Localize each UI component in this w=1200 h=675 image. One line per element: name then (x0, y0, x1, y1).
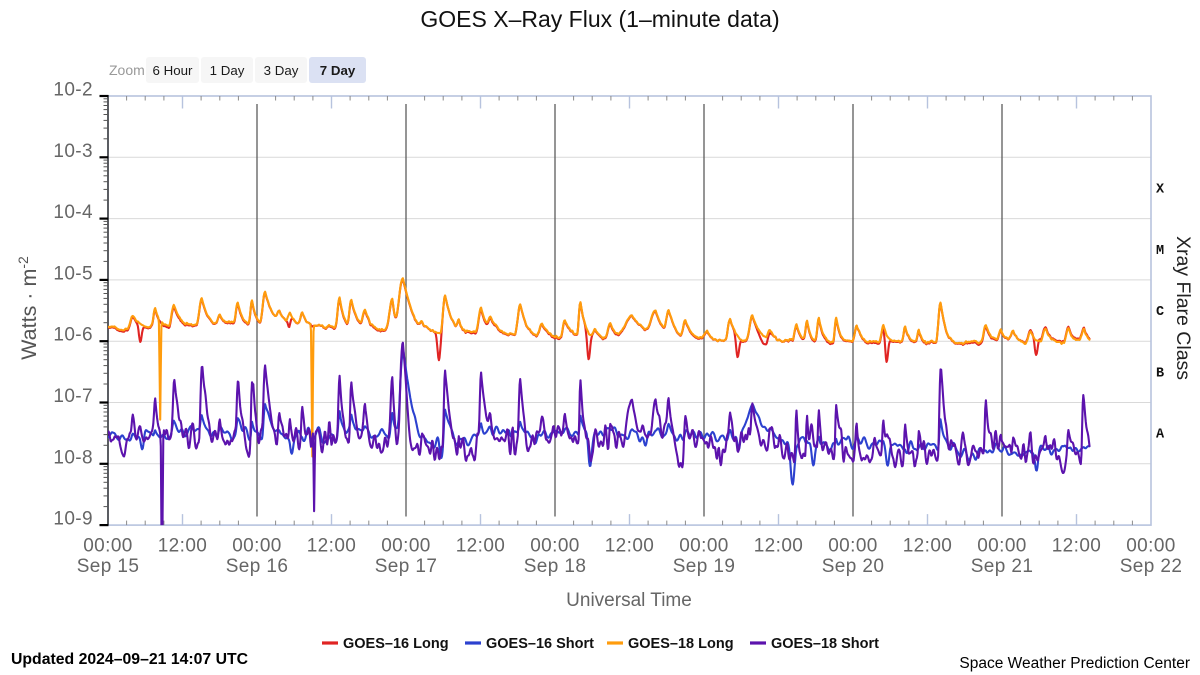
svg-text:00:00: 00:00 (828, 536, 878, 557)
svg-text:Watts · m-2: Watts · m-2 (15, 256, 41, 360)
svg-text:Universal Time: Universal Time (566, 590, 692, 611)
svg-text:C: C (1156, 305, 1164, 320)
svg-text:10-2: 10-2 (53, 80, 93, 101)
svg-text:00:00: 00:00 (977, 536, 1027, 557)
svg-text:12:00: 12:00 (307, 536, 357, 557)
svg-text:12:00: 12:00 (605, 536, 655, 557)
svg-text:3 Day: 3 Day (264, 63, 299, 78)
svg-text:10-8: 10-8 (53, 447, 93, 468)
svg-text:GOES–18 Short: GOES–18 Short (771, 636, 879, 652)
svg-text:00:00: 00:00 (232, 536, 282, 557)
svg-text:Sep 16: Sep 16 (226, 556, 289, 577)
svg-text:GOES–16 Long: GOES–16 Long (343, 636, 449, 652)
svg-text:GOES X–Ray Flux (1–minute data: GOES X–Ray Flux (1–minute data) (420, 6, 779, 32)
svg-text:00:00: 00:00 (530, 536, 580, 557)
svg-text:Sep 20: Sep 20 (822, 556, 885, 577)
svg-text:12:00: 12:00 (754, 536, 804, 557)
svg-text:Sep 22: Sep 22 (1120, 556, 1183, 577)
svg-text:A: A (1156, 428, 1165, 443)
svg-text:10-3: 10-3 (53, 141, 93, 162)
svg-text:GOES–18 Long: GOES–18 Long (628, 636, 734, 652)
svg-text:1 Day: 1 Day (210, 63, 245, 78)
svg-text:Updated 2024–09–21 14:07 UTC: Updated 2024–09–21 14:07 UTC (11, 651, 248, 668)
svg-text:00:00: 00:00 (83, 536, 133, 557)
svg-text:00:00: 00:00 (1126, 536, 1176, 557)
svg-text:B: B (1156, 366, 1164, 381)
svg-text:X: X (1156, 182, 1165, 197)
svg-text:Sep 21: Sep 21 (971, 556, 1034, 577)
svg-text:Sep 18: Sep 18 (524, 556, 587, 577)
svg-text:Zoom: Zoom (109, 62, 145, 78)
svg-text:00:00: 00:00 (381, 536, 431, 557)
svg-text:Sep 17: Sep 17 (375, 556, 438, 577)
svg-text:10-9: 10-9 (53, 509, 93, 530)
svg-text:GOES–16 Short: GOES–16 Short (486, 636, 594, 652)
svg-text:Sep 15: Sep 15 (77, 556, 140, 577)
svg-text:12:00: 12:00 (1052, 536, 1102, 557)
svg-text:10-7: 10-7 (53, 386, 93, 407)
svg-text:10-5: 10-5 (53, 263, 93, 284)
svg-text:Xray Flare Class: Xray Flare Class (1172, 236, 1194, 380)
svg-text:10-6: 10-6 (53, 325, 93, 346)
svg-text:M: M (1156, 244, 1164, 259)
svg-text:00:00: 00:00 (679, 536, 729, 557)
svg-text:12:00: 12:00 (456, 536, 506, 557)
svg-text:12:00: 12:00 (158, 536, 208, 557)
svg-text:7 Day: 7 Day (320, 63, 356, 78)
svg-text:12:00: 12:00 (903, 536, 953, 557)
svg-text:Sep 19: Sep 19 (673, 556, 736, 577)
svg-text:6 Hour: 6 Hour (153, 63, 193, 78)
svg-text:10-4: 10-4 (53, 202, 93, 223)
svg-text:Space Weather Prediction Cente: Space Weather Prediction Center (959, 655, 1190, 672)
